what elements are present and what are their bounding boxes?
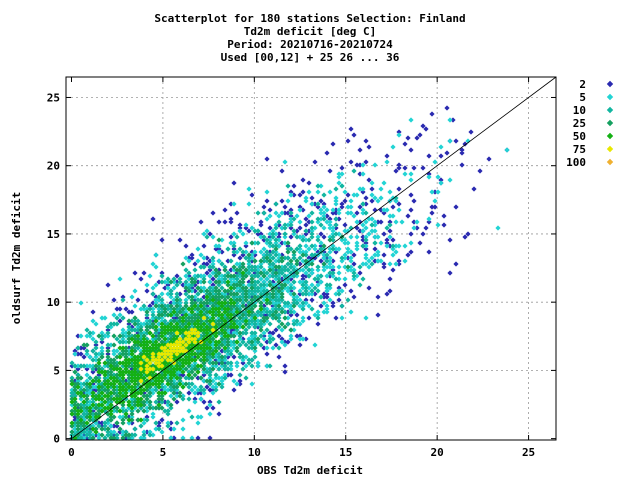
axis-ticks: 0 5 10 15 20 25 0 5 10 15 20 25 <box>47 77 556 459</box>
legend-label-2: 2 <box>579 78 586 91</box>
legend-marker-25 <box>606 119 614 127</box>
y-tick-label-5: 25 <box>47 91 60 104</box>
x-tick-label-3: 15 <box>339 446 352 459</box>
x-tick-label-0: 0 <box>68 446 75 459</box>
y-tick-label-3: 15 <box>47 228 60 241</box>
chart-title: Scatterplot for 180 stations Selection: … <box>154 12 465 64</box>
scatter-points <box>69 105 510 441</box>
legend-label-25: 25 <box>573 117 586 130</box>
legend-marker-50 <box>606 132 614 140</box>
legend-label-5: 5 <box>579 91 586 104</box>
diagonal-line <box>71 76 557 439</box>
diagonal-line-group <box>71 76 557 439</box>
x-tick-label-4: 20 <box>431 446 444 459</box>
title-line-1: Scatterplot for 180 stations Selection: … <box>154 12 465 25</box>
x-axis-title: OBS Td2m deficit <box>257 464 363 477</box>
x-tick-label-1: 5 <box>160 446 167 459</box>
point-cloud-level-50 <box>69 270 270 441</box>
x-tick-label-5: 25 <box>522 446 535 459</box>
legend-marker-100 <box>606 158 614 166</box>
y-tick-label-2: 10 <box>47 296 60 309</box>
legend-marker-5 <box>606 93 614 101</box>
legend-label-100: 100 <box>566 156 586 169</box>
legend-label-50: 50 <box>573 130 586 143</box>
y-tick-label-4: 20 <box>47 160 60 173</box>
point-cloud-level-75 <box>138 315 216 384</box>
title-line-3: Period: 20210716-20210724 <box>227 38 393 51</box>
legend-marker-75 <box>606 145 614 153</box>
legend-marker-2 <box>606 80 614 88</box>
title-line-2: Td2m deficit [deg C] <box>244 25 376 38</box>
legend-marker-10 <box>606 106 614 114</box>
plot-frame <box>65 76 557 441</box>
y-tick-label-1: 5 <box>53 364 60 377</box>
y-axis-title: oldsurf Td2m deficit <box>10 192 23 324</box>
y-tick-label-0: 0 <box>53 433 60 446</box>
x-tick-label-2: 10 <box>248 446 261 459</box>
title-line-4: Used [00,12] + 25 26 ... 36 <box>221 51 400 64</box>
legend-label-75: 75 <box>573 143 586 156</box>
legend-label-10: 10 <box>573 104 586 117</box>
